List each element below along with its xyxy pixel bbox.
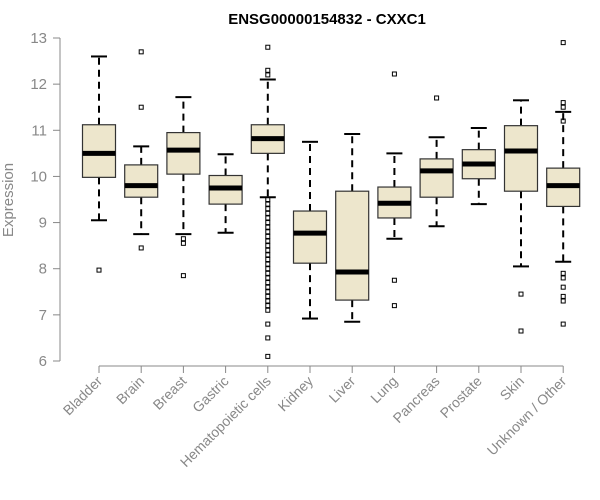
outlier-point <box>265 252 271 258</box>
outlier-point <box>180 273 186 279</box>
outlier-point <box>265 303 271 309</box>
outlier-point <box>138 104 144 110</box>
outlier-point <box>560 298 566 304</box>
outlier-point <box>265 224 271 230</box>
y-tick-label: 7 <box>39 307 47 324</box>
y-tick-label: 13 <box>30 30 47 47</box>
outlier-point <box>391 277 397 283</box>
outlier-point <box>265 275 271 281</box>
outlier-point <box>265 210 271 216</box>
outlier-point <box>265 220 271 226</box>
outlier-point <box>265 238 271 244</box>
outlier-point <box>138 245 144 251</box>
outlier-point <box>265 270 271 276</box>
outlier-point <box>560 270 566 276</box>
outlier-point <box>265 233 271 239</box>
outlier-point <box>265 261 271 267</box>
outlier-point <box>265 289 271 295</box>
box-iqr <box>335 190 370 301</box>
box-prostate <box>461 126 496 206</box>
y-axis-label: Expression <box>0 163 17 237</box>
outlier-point <box>560 284 566 290</box>
box-gastric <box>208 153 243 234</box>
x-tick-label: Kidney <box>275 373 317 415</box>
y-tick-label: 10 <box>30 168 47 185</box>
outlier-point <box>265 321 271 327</box>
x-tick-label: Pancreas <box>390 373 443 426</box>
outlier-point <box>560 118 566 124</box>
box-iqr <box>419 158 454 198</box>
outlier-point <box>265 298 271 304</box>
outlier-point <box>265 72 271 78</box>
x-tick-label: Bladder <box>60 373 106 419</box>
y-tick-label: 12 <box>30 76 47 93</box>
box-kidney <box>292 140 328 320</box>
box-iqr <box>166 131 201 175</box>
outlier-point <box>180 240 186 246</box>
outlier-point <box>265 284 271 290</box>
box-unknown-other <box>546 40 581 327</box>
box-skin <box>503 99 539 334</box>
x-tick-label: Breast <box>150 373 190 413</box>
outlier-point <box>560 321 566 327</box>
box-series <box>81 40 581 359</box>
y-axis: 6 7 8 9 10 11 12 13 <box>30 30 61 370</box>
box-iqr <box>503 125 539 192</box>
outlier-point <box>265 353 271 359</box>
outlier-point <box>265 197 271 202</box>
outlier-point <box>560 100 566 106</box>
box-pancreas <box>419 95 454 228</box>
outlier-point <box>518 291 524 297</box>
y-tick-label: 11 <box>31 122 47 139</box>
outlier-point <box>560 40 566 46</box>
outlier-point <box>560 275 566 281</box>
box-iqr <box>292 210 328 264</box>
outlier-point <box>265 44 271 50</box>
x-tick-label: Unknown / Other <box>484 373 570 459</box>
y-tick-label: 8 <box>39 261 47 278</box>
outlier-point <box>180 236 186 242</box>
outlier-point <box>265 243 271 249</box>
outlier-point <box>391 71 397 77</box>
outlier-point <box>96 267 102 273</box>
box-hematopoietic-cells <box>250 44 285 359</box>
outlier-point <box>265 247 271 253</box>
outlier-point <box>265 293 271 299</box>
box-liver <box>335 132 370 323</box>
outlier-point <box>265 67 271 73</box>
outlier-point <box>265 307 271 313</box>
outlier-point <box>265 280 271 286</box>
outlier-point <box>265 335 271 341</box>
outlier-point <box>138 49 144 55</box>
x-tick-label: Prostate <box>437 373 485 421</box>
y-tick-label: 6 <box>39 353 47 370</box>
outlier-point <box>265 206 271 212</box>
outlier-point <box>560 293 566 299</box>
box-iqr <box>124 164 159 198</box>
x-tick-label: Skin <box>497 373 528 404</box>
outlier-point <box>391 303 397 309</box>
box-lung <box>377 71 412 309</box>
outlier-point <box>434 95 440 101</box>
outlier-point <box>265 215 271 221</box>
outlier-point <box>265 229 271 235</box>
box-breast <box>166 96 201 279</box>
outlier-point <box>518 328 524 334</box>
outlier-point <box>265 201 271 207</box>
y-tick-label: 9 <box>39 215 47 232</box>
x-tick-label: Liver <box>326 373 359 406</box>
box-bladder <box>81 55 117 273</box>
outlier-point <box>560 104 566 110</box>
outlier-point <box>265 256 271 262</box>
x-tick-label: Brain <box>113 373 147 407</box>
chart-title: ENSG00000154832 - CXXC1 <box>228 11 426 28</box>
outlier-point <box>265 266 271 272</box>
x-tick-label: Lung <box>367 373 400 406</box>
box-brain <box>124 49 159 251</box>
